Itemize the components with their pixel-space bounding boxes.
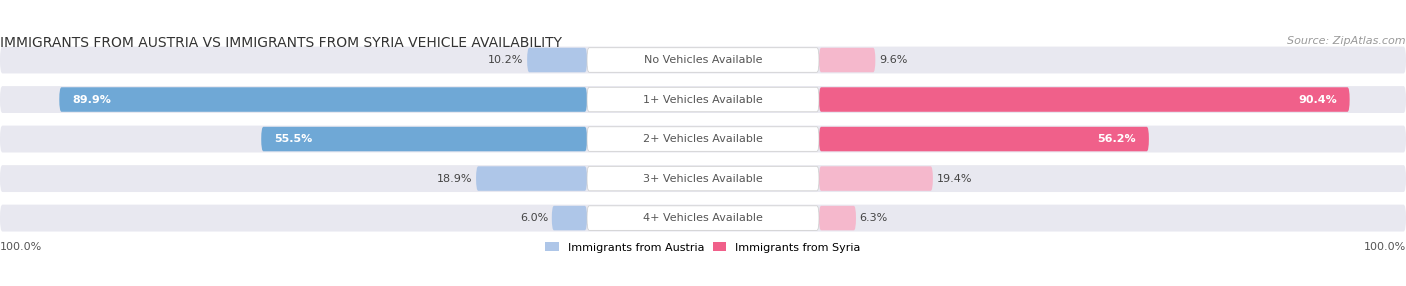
FancyBboxPatch shape [818,48,876,72]
Text: 3+ Vehicles Available: 3+ Vehicles Available [643,174,763,184]
FancyBboxPatch shape [818,166,932,191]
Text: 6.0%: 6.0% [520,213,548,223]
FancyBboxPatch shape [0,165,1406,192]
Text: 19.4%: 19.4% [936,174,972,184]
FancyBboxPatch shape [477,166,588,191]
FancyBboxPatch shape [0,126,1406,152]
FancyBboxPatch shape [262,127,588,151]
Text: 1+ Vehicles Available: 1+ Vehicles Available [643,95,763,104]
FancyBboxPatch shape [588,127,818,151]
Text: Source: ZipAtlas.com: Source: ZipAtlas.com [1288,36,1406,46]
FancyBboxPatch shape [818,127,1149,151]
Text: 56.2%: 56.2% [1098,134,1136,144]
Text: 4+ Vehicles Available: 4+ Vehicles Available [643,213,763,223]
FancyBboxPatch shape [0,205,1406,232]
Legend: Immigrants from Austria, Immigrants from Syria: Immigrants from Austria, Immigrants from… [541,238,865,257]
Text: 55.5%: 55.5% [274,134,312,144]
FancyBboxPatch shape [0,47,1406,74]
Text: 90.4%: 90.4% [1298,95,1337,104]
Text: No Vehicles Available: No Vehicles Available [644,55,762,65]
FancyBboxPatch shape [588,206,818,230]
Text: 9.6%: 9.6% [879,55,907,65]
FancyBboxPatch shape [818,87,1350,112]
FancyBboxPatch shape [59,87,588,112]
Text: 89.9%: 89.9% [72,95,111,104]
Text: 100.0%: 100.0% [1364,242,1406,252]
Text: 100.0%: 100.0% [0,242,42,252]
FancyBboxPatch shape [818,206,856,230]
FancyBboxPatch shape [588,87,818,112]
FancyBboxPatch shape [0,86,1406,113]
FancyBboxPatch shape [588,48,818,72]
FancyBboxPatch shape [527,48,588,72]
Text: 2+ Vehicles Available: 2+ Vehicles Available [643,134,763,144]
FancyBboxPatch shape [551,206,588,230]
Text: 6.3%: 6.3% [859,213,887,223]
Text: 18.9%: 18.9% [437,174,472,184]
Text: IMMIGRANTS FROM AUSTRIA VS IMMIGRANTS FROM SYRIA VEHICLE AVAILABILITY: IMMIGRANTS FROM AUSTRIA VS IMMIGRANTS FR… [0,36,562,50]
FancyBboxPatch shape [588,166,818,191]
Text: 10.2%: 10.2% [488,55,523,65]
